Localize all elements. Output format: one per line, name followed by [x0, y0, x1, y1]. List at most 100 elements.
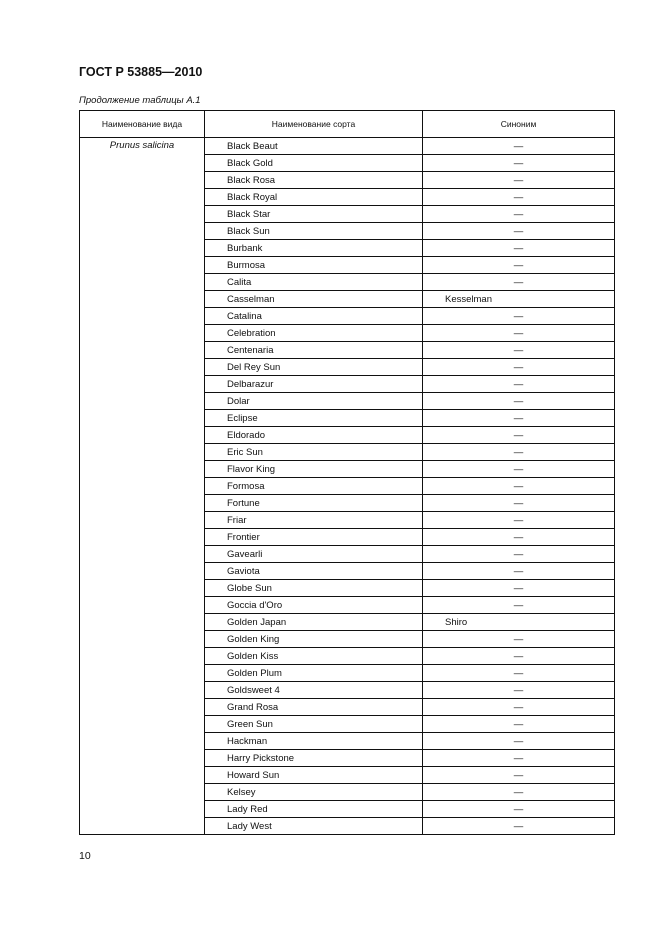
table-row: Gavearli —: [80, 545, 615, 563]
synonym-cell: —: [422, 477, 615, 495]
variety-cell: Formosa: [204, 477, 423, 495]
variety-cell: Burmosa: [204, 256, 423, 274]
variety-cell: Frontier: [204, 528, 423, 546]
synonym-cell: —: [422, 579, 615, 597]
synonym-cell: —: [422, 494, 615, 512]
variety-cell: Golden King: [204, 630, 423, 648]
variety-cell: Dolar: [204, 392, 423, 410]
table-row: Black Rosa —: [80, 171, 615, 189]
table-row: Green Sun —: [80, 715, 615, 733]
synonym-cell: —: [422, 783, 615, 801]
synonym-cell: —: [422, 511, 615, 529]
variety-cell: Friar: [204, 511, 423, 529]
variety-cell: Black Sun: [204, 222, 423, 240]
variety-cell: Hackman: [204, 732, 423, 750]
table-row: Golden Japan Shiro: [80, 613, 615, 631]
synonym-cell: —: [422, 647, 615, 665]
synonym-cell: —: [422, 273, 615, 291]
synonym-cell: —: [422, 375, 615, 393]
variety-cell: Golden Japan: [204, 613, 423, 631]
synonym-cell: —: [422, 341, 615, 359]
variety-cell: Green Sun: [204, 715, 423, 733]
synonym-cell: —: [422, 443, 615, 461]
table-row: Frontier —: [80, 528, 615, 546]
column-header-variety: Наименование сорта: [204, 110, 423, 138]
table-row: Black Star —: [80, 205, 615, 223]
variety-cell: Catalina: [204, 307, 423, 325]
variety-cell: Globe Sun: [204, 579, 423, 597]
variety-cell: Grand Rosa: [204, 698, 423, 716]
variety-cell: Goldsweet 4: [204, 681, 423, 699]
variety-cell: Black Gold: [204, 154, 423, 172]
variety-cell: Burbank: [204, 239, 423, 257]
table-row: Burbank —: [80, 239, 615, 257]
table-row: Formosa —: [80, 477, 615, 495]
synonym-cell: —: [422, 630, 615, 648]
synonym-cell: —: [422, 239, 615, 257]
variety-cell: Kelsey: [204, 783, 423, 801]
synonym-cell: —: [422, 562, 615, 580]
table-row: Centenaria —: [80, 341, 615, 359]
table-row: Lady West —: [80, 817, 615, 835]
synonym-cell: —: [422, 698, 615, 716]
synonym-cell: —: [422, 749, 615, 767]
variety-cell: Goccia d'Oro: [204, 596, 423, 614]
variety-cell: Golden Plum: [204, 664, 423, 682]
synonym-cell: —: [422, 171, 615, 189]
standard-number: ГОСТ Р 53885—2010: [79, 65, 203, 79]
table-row: Celebration —: [80, 324, 615, 342]
variety-cell: Black Royal: [204, 188, 423, 206]
synonym-cell: —: [422, 392, 615, 410]
synonym-cell: —: [422, 256, 615, 274]
page-number: 10: [79, 850, 91, 862]
table-row: Eric Sun —: [80, 443, 615, 461]
synonym-cell: —: [422, 205, 615, 223]
variety-cell: Harry Pickstone: [204, 749, 423, 767]
variety-cell: Gavearli: [204, 545, 423, 563]
table-caption: Продолжение таблицы А.1: [79, 95, 201, 106]
synonym-cell: —: [422, 664, 615, 682]
variety-cell: Eclipse: [204, 409, 423, 427]
variety-cell: Del Rey Sun: [204, 358, 423, 376]
synonym-cell: —: [422, 188, 615, 206]
table-row: Casselman Kesselman: [80, 290, 615, 308]
table-row: Golden Plum —: [80, 664, 615, 682]
synonym-cell: —: [422, 324, 615, 342]
synonym-cell: —: [422, 154, 615, 172]
column-header-species: Наименование вида: [79, 110, 205, 138]
variety-cell: Lady Red: [204, 800, 423, 818]
table-row: Black Sun —: [80, 222, 615, 240]
synonym-cell: —: [422, 528, 615, 546]
table-row: Kelsey —: [80, 783, 615, 801]
variety-cell: Black Star: [204, 205, 423, 223]
synonym-cell: —: [422, 545, 615, 563]
table-row: Black Gold —: [80, 154, 615, 172]
variety-cell: Casselman: [204, 290, 423, 308]
table-row: Flavor King —: [80, 460, 615, 478]
synonym-cell: —: [422, 307, 615, 325]
synonym-cell: Shiro: [422, 613, 615, 631]
column-header-synonym: Синоним: [422, 110, 615, 138]
synonym-cell: —: [422, 596, 615, 614]
synonym-cell: —: [422, 732, 615, 750]
synonym-cell: —: [422, 715, 615, 733]
synonym-cell: —: [422, 409, 615, 427]
variety-cell: Flavor King: [204, 460, 423, 478]
synonym-cell: —: [422, 460, 615, 478]
synonym-cell: —: [422, 358, 615, 376]
synonym-cell: —: [422, 766, 615, 784]
variety-cell: Eric Sun: [204, 443, 423, 461]
variety-cell: Eldorado: [204, 426, 423, 444]
synonym-cell: Kesselman: [422, 290, 615, 308]
synonym-cell: —: [422, 800, 615, 818]
synonym-cell: —: [422, 681, 615, 699]
variety-cell: Lady West: [204, 817, 423, 835]
variety-cell: Delbarazur: [204, 375, 423, 393]
varieties-table: Наименование вида Наименование сорта Син…: [79, 110, 615, 835]
table-row: Goldsweet 4—: [80, 681, 615, 699]
table-row: Dolar —: [80, 392, 615, 410]
variety-cell: Centenaria: [204, 341, 423, 359]
table-row: Hackman —: [80, 732, 615, 750]
variety-cell: Celebration: [204, 324, 423, 342]
